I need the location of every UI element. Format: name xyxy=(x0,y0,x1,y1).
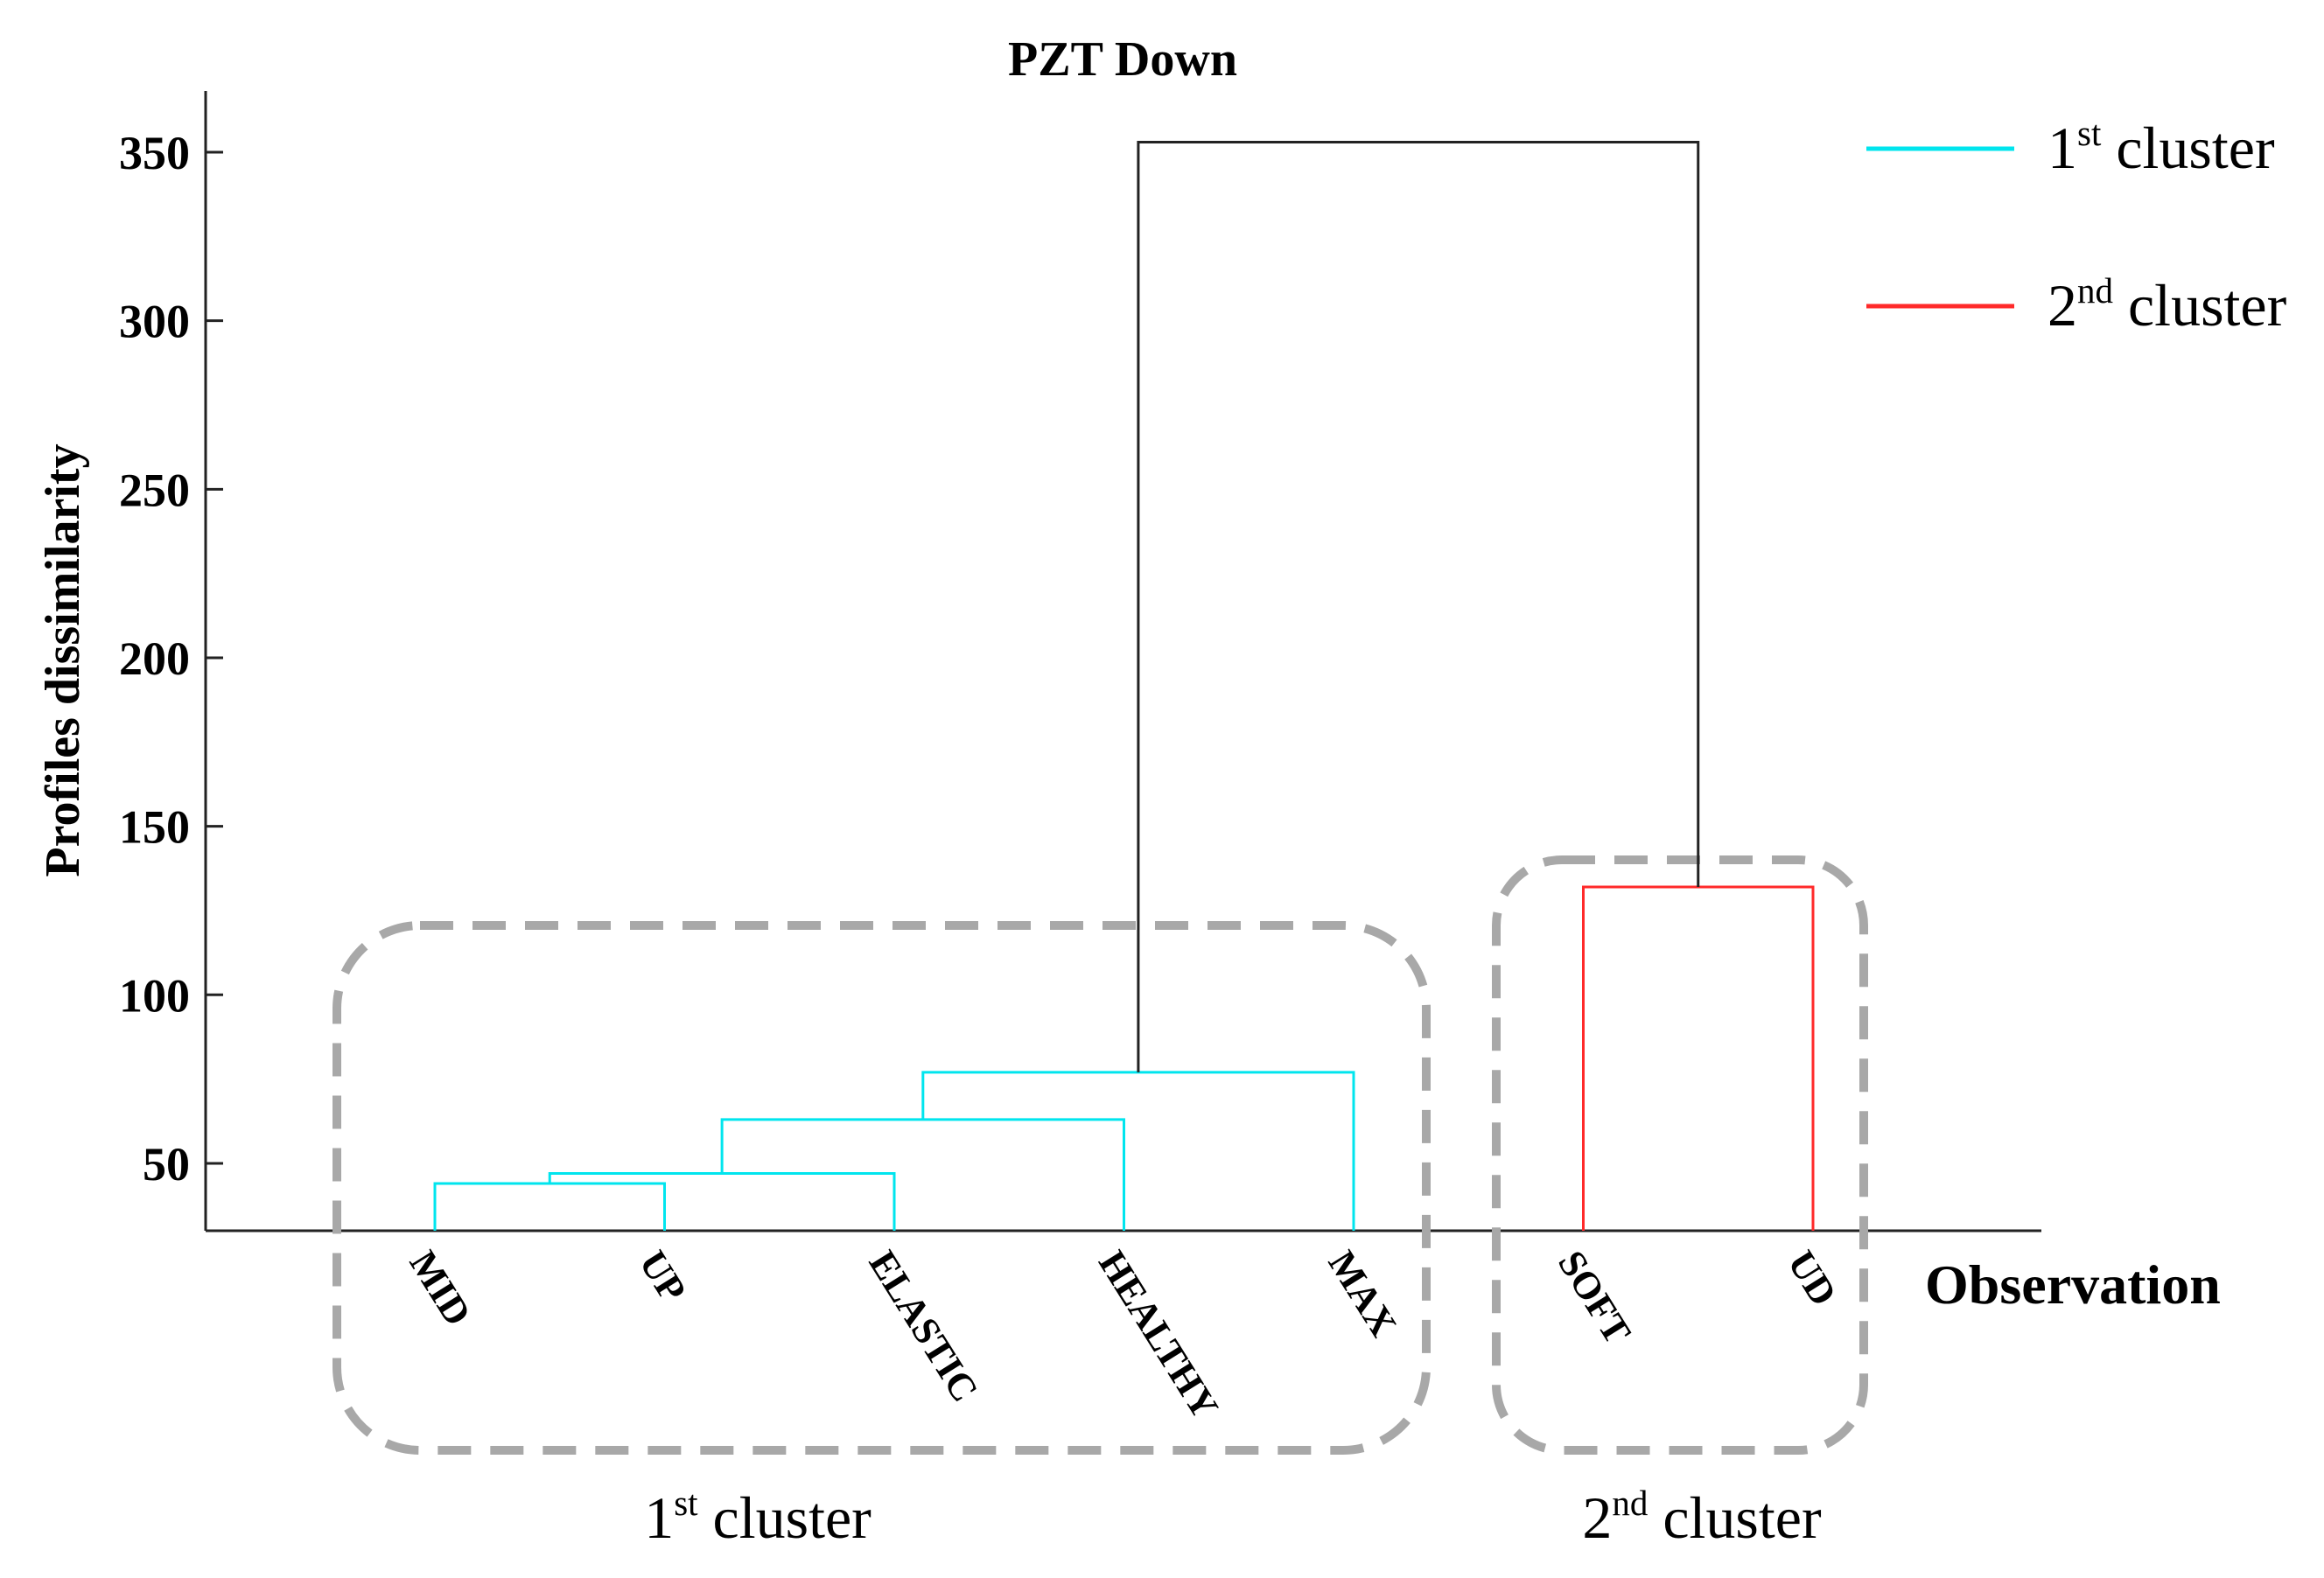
dendrogram-link xyxy=(921,1071,1355,1231)
y-tick-label: 200 xyxy=(119,632,190,685)
leaf-label: UP xyxy=(631,1243,695,1309)
y-axis-label: Profiles dissimilarity xyxy=(36,443,90,876)
legend: 1st cluster 2nd cluster xyxy=(1866,113,2287,339)
legend-label: 1st cluster xyxy=(2048,113,2275,181)
y-tick-label: 350 xyxy=(119,127,190,179)
cluster-1-box xyxy=(332,921,1431,1455)
dendrogram-link xyxy=(720,1118,1125,1231)
dendrogram-link xyxy=(433,1182,666,1231)
cluster-2-label: 2nd cluster xyxy=(1582,1483,1822,1551)
y-ticks: 50 100 150 200 250 300 350 xyxy=(119,127,223,1190)
cluster-1-label: 1st cluster xyxy=(644,1483,872,1551)
y-tick-label: 150 xyxy=(119,801,190,854)
dendrogram-links xyxy=(433,140,1815,1231)
leaf-label: MAX xyxy=(1320,1243,1405,1344)
leaf-label: HEALTHY xyxy=(1090,1243,1227,1426)
leaf-label: SOFT xyxy=(1550,1243,1639,1351)
y-tick-label: 50 xyxy=(143,1138,190,1190)
y-tick-label: 250 xyxy=(119,464,190,516)
dendrogram-link xyxy=(1137,140,1700,1072)
chart-title: PZT Down xyxy=(1008,32,1237,87)
y-tick-label: 100 xyxy=(119,969,190,1022)
cluster-labels: 1st cluster 2nd cluster xyxy=(644,1483,1822,1551)
legend-label: 2nd cluster xyxy=(2048,270,2287,339)
y-tick-label: 300 xyxy=(119,296,190,348)
dendrogram-link xyxy=(548,1172,896,1231)
cluster-boxes xyxy=(332,855,1868,1455)
dendrogram-link xyxy=(1582,885,1815,1231)
leaf-label: UD xyxy=(1780,1243,1845,1313)
leaf-label: ELASTIC xyxy=(861,1243,987,1409)
cluster-2-box xyxy=(1492,855,1868,1455)
leaf-label: MID xyxy=(402,1243,480,1333)
leaf-labels: MID UP ELASTIC HEALTHY MAX SOFT UD xyxy=(402,1243,1845,1426)
x-axis-label: Observation xyxy=(1925,1253,2221,1316)
